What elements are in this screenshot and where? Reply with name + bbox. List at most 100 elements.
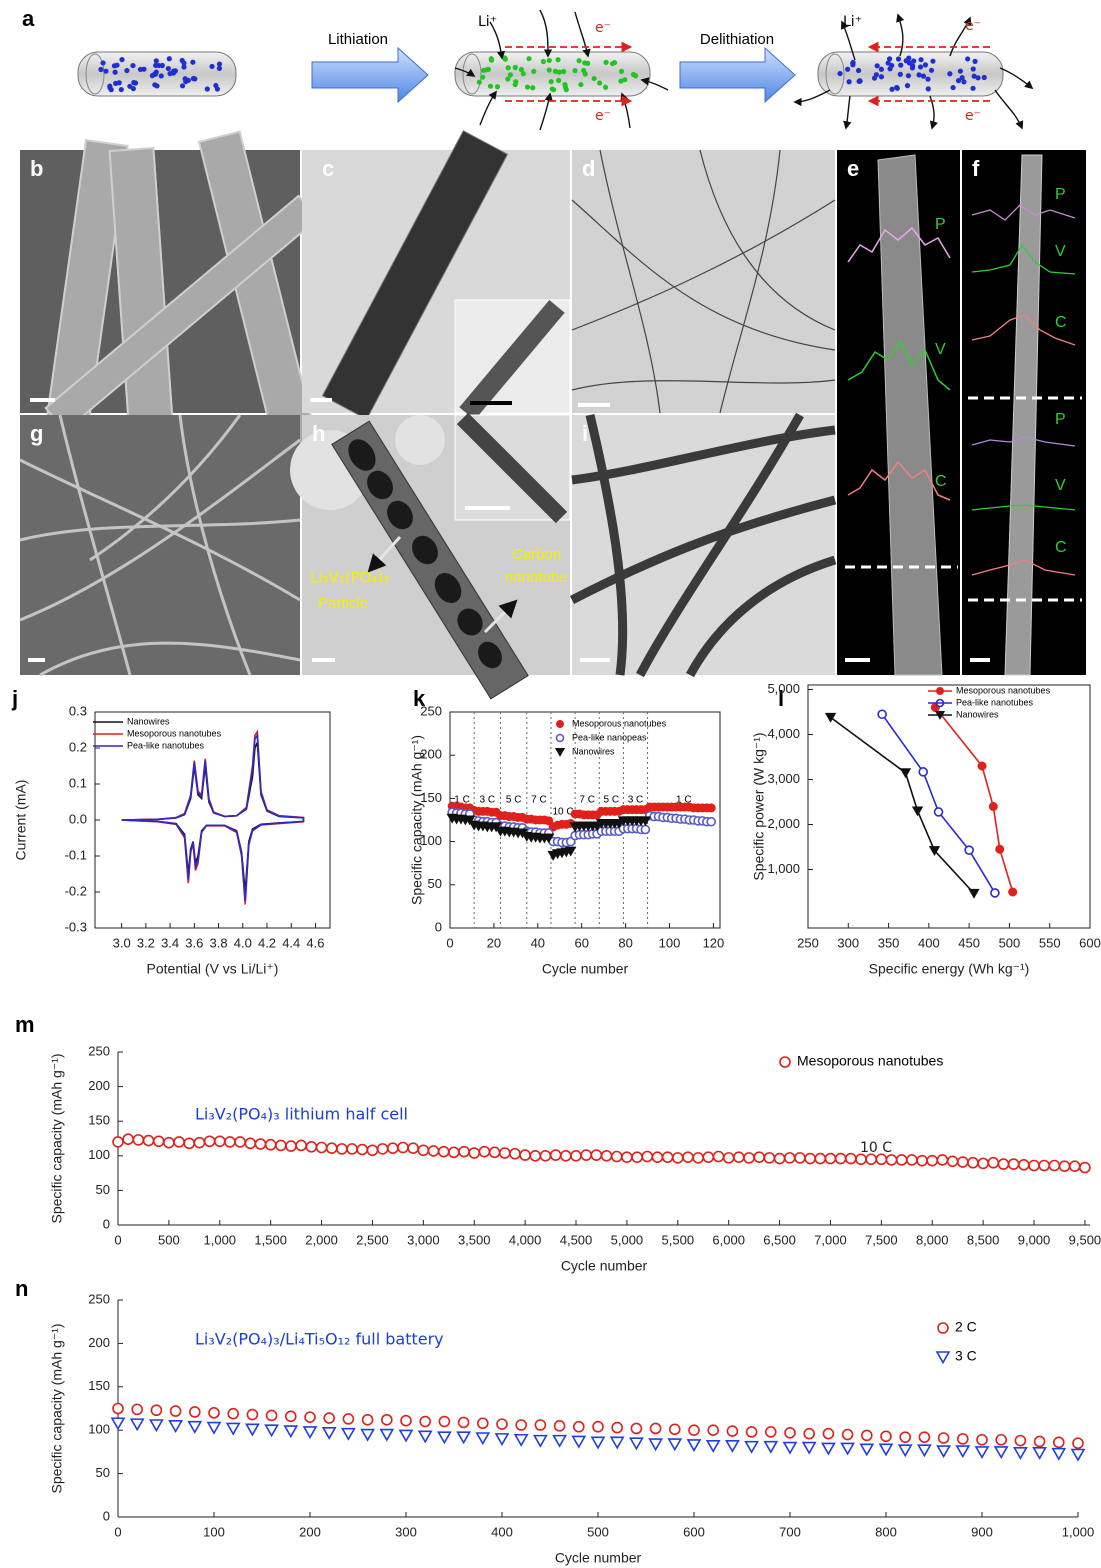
marker bbox=[152, 1135, 165, 1148]
x-tick-label: 100 bbox=[659, 935, 681, 950]
marker bbox=[224, 1136, 236, 1148]
marker bbox=[437, 1145, 450, 1158]
electron-label: e⁻ bbox=[965, 108, 981, 124]
dot bbox=[846, 79, 852, 85]
panel-label: m bbox=[15, 1012, 35, 1037]
marker bbox=[671, 1152, 684, 1164]
x-tick-label: 4.2 bbox=[258, 935, 276, 950]
marker bbox=[1048, 1159, 1061, 1172]
marker bbox=[946, 1155, 959, 1168]
x-tick-label: 450 bbox=[958, 935, 980, 950]
chart: j 3.0 3.2 3.4 3.6 3.8 4.0 4.2 4.4 4.6 -0.3 -0.2 -0.1… bbox=[11, 686, 331, 977]
rate-label: 1 C bbox=[454, 795, 470, 806]
step-arrow bbox=[311, 46, 429, 104]
dot bbox=[481, 67, 487, 74]
marker bbox=[895, 1154, 908, 1166]
dot bbox=[618, 78, 624, 84]
profile bbox=[971, 204, 1076, 221]
element-label: P bbox=[1055, 411, 1066, 428]
dot bbox=[216, 65, 222, 71]
marker bbox=[571, 1435, 587, 1449]
marker bbox=[976, 1433, 988, 1446]
legend-swatch bbox=[779, 1056, 791, 1068]
marker bbox=[187, 1420, 203, 1434]
dot bbox=[488, 57, 495, 63]
marker bbox=[539, 1150, 552, 1162]
marker bbox=[400, 1414, 412, 1427]
marker bbox=[987, 1156, 1000, 1169]
dot bbox=[889, 86, 895, 92]
marker bbox=[897, 1444, 913, 1458]
fiber bbox=[585, 413, 628, 676]
marker bbox=[661, 1151, 674, 1163]
marker bbox=[283, 1425, 299, 1439]
marker bbox=[692, 1152, 704, 1164]
dot bbox=[971, 73, 977, 79]
dot bbox=[124, 67, 130, 74]
marker bbox=[880, 1430, 892, 1443]
dot bbox=[165, 65, 171, 72]
panel-label: n bbox=[15, 1276, 28, 1301]
element-label: V bbox=[935, 341, 946, 358]
dot bbox=[552, 68, 559, 74]
legend-label: 3 C bbox=[955, 1348, 977, 1364]
dot bbox=[494, 84, 501, 90]
rate-label: 10 C bbox=[552, 807, 573, 818]
profile bbox=[847, 460, 951, 501]
dot bbox=[546, 57, 552, 64]
plot-frame bbox=[449, 711, 721, 929]
marker bbox=[456, 1431, 471, 1445]
marker bbox=[387, 1142, 399, 1154]
ion-arrow bbox=[574, 11, 591, 58]
legend-label: Mesoporous nanotubes bbox=[127, 728, 222, 738]
dot bbox=[190, 75, 197, 82]
marker bbox=[824, 712, 837, 723]
x-tick-label: 3.8 bbox=[210, 935, 228, 950]
marker bbox=[712, 1150, 725, 1163]
marker bbox=[592, 1420, 604, 1433]
marker bbox=[974, 1446, 990, 1460]
marker bbox=[513, 1433, 529, 1447]
x-axis-title: Potential (V vs Li/Li⁺) bbox=[147, 961, 279, 977]
dot bbox=[618, 68, 625, 74]
marker bbox=[427, 1145, 440, 1157]
panel-label: i bbox=[582, 421, 588, 446]
dot bbox=[602, 84, 609, 90]
dot bbox=[118, 86, 124, 93]
marker bbox=[705, 1440, 721, 1453]
marker bbox=[611, 1421, 624, 1434]
marker bbox=[1058, 1160, 1071, 1172]
y-tick-label: 50 bbox=[96, 1182, 110, 1197]
element-label: P bbox=[935, 216, 946, 233]
marker bbox=[341, 1427, 356, 1441]
panel-label: g bbox=[30, 421, 43, 446]
y-axis-title: Current (mA) bbox=[13, 780, 29, 861]
dot bbox=[108, 87, 114, 93]
dot bbox=[166, 56, 172, 62]
dot bbox=[855, 67, 862, 74]
electron-label: e⁻ bbox=[595, 20, 611, 36]
dot bbox=[556, 77, 562, 84]
x-tick-label: 1,500 bbox=[254, 1232, 287, 1247]
profile bbox=[971, 243, 1076, 275]
marker bbox=[937, 1432, 950, 1444]
marker bbox=[478, 1145, 491, 1158]
x-tick-label: 0 bbox=[446, 935, 453, 950]
micrograph: g bbox=[19, 414, 301, 677]
marker bbox=[744, 1440, 759, 1454]
marker bbox=[132, 1134, 145, 1146]
marker bbox=[419, 1415, 432, 1428]
marker bbox=[682, 1151, 694, 1163]
dot bbox=[556, 69, 562, 75]
dot bbox=[130, 86, 136, 92]
annotation: nanotube bbox=[505, 569, 568, 586]
dot bbox=[885, 60, 891, 66]
marker bbox=[725, 1440, 740, 1453]
dot bbox=[190, 59, 196, 65]
rate-label: 3 C bbox=[628, 795, 644, 806]
marker bbox=[496, 1418, 508, 1430]
marker bbox=[529, 1150, 542, 1162]
x-tick-label: 80 bbox=[618, 935, 632, 950]
rate-label: 7 C bbox=[531, 795, 547, 806]
dot bbox=[98, 66, 104, 73]
